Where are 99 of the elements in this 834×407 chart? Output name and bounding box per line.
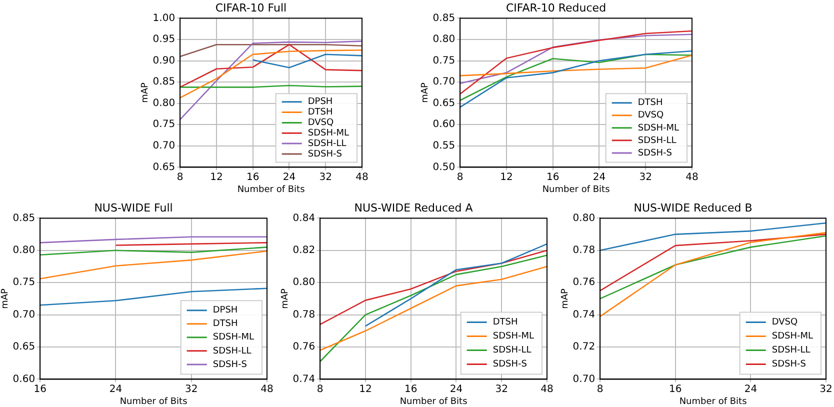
y-tick-label: 0.74 (572, 309, 596, 320)
y-axis-title: mAP (280, 288, 291, 309)
x-tick-label: 32 (495, 384, 508, 395)
y-axis-title: mAP (420, 82, 431, 103)
legend-label: DTSH (492, 318, 518, 328)
x-axis-title: Number of Bits (400, 396, 468, 407)
x-axis-title: Number of Bits (679, 396, 748, 407)
y-axis-title: mAP (560, 288, 571, 309)
y-tick-label: 0.75 (152, 119, 176, 130)
y-tick-label: 0.65 (432, 98, 456, 109)
chart-title: NUS-WIDE Reduced B (634, 201, 752, 214)
y-tick-label: 0.75 (12, 277, 36, 288)
legend-label: SDSH-S (308, 149, 342, 160)
x-tick-label: 48 (540, 384, 554, 395)
x-axis-title: Number of Bits (542, 184, 610, 195)
x-tick-label: 48 (356, 172, 368, 183)
x-tick-label: 16 (546, 172, 560, 183)
y-tick-label: 0.65 (12, 342, 36, 353)
y-tick-label: 0.85 (152, 76, 176, 88)
y-tick-label: 0.78 (292, 309, 316, 320)
y-tick-label: 1.00 (152, 12, 176, 24)
legend-label: SDSH-S (638, 148, 672, 158)
x-tick-label: 8 (176, 172, 184, 183)
y-tick-label: 0.76 (572, 277, 596, 288)
legend-label: DPSH (212, 306, 238, 316)
x-axis-title: Number of Bits (237, 184, 306, 195)
legend-label: SDSH-LL (308, 138, 346, 149)
legend-label: DVSQ (308, 118, 334, 128)
y-tick-label: 0.80 (572, 212, 596, 224)
x-tick-label: 8 (456, 172, 464, 183)
y-tick-label: 0.84 (292, 212, 316, 224)
x-tick-label: 48 (260, 384, 274, 395)
legend-label: SDSH-ML (212, 332, 254, 343)
legend-label: SDSH-ML (772, 332, 814, 342)
x-tick-label: 32 (820, 384, 832, 395)
x-tick-label: 24 (592, 172, 606, 183)
x-tick-label: 8 (316, 384, 324, 395)
y-tick-label: 0.76 (292, 342, 316, 353)
x-tick-label: 16 (34, 384, 46, 395)
x-tick-label: 24 (282, 172, 296, 183)
x-tick-label: 16 (246, 172, 260, 183)
x-tick-label: 8 (596, 384, 604, 395)
y-tick-label: 0.80 (12, 244, 36, 256)
x-tick-label: 32 (319, 172, 332, 183)
x-axis-title: Number of Bits (120, 396, 188, 407)
y-tick-label: 0.70 (432, 76, 456, 88)
y-tick-label: 0.95 (152, 34, 176, 46)
y-tick-label: 0.80 (292, 277, 316, 288)
chart-title: NUS-WIDE Full (94, 201, 173, 214)
x-tick-label: 24 (450, 384, 463, 395)
legend-label: DVSQ (772, 318, 798, 328)
y-tick-label: 0.60 (12, 374, 36, 385)
x-tick-label: 16 (404, 384, 418, 395)
y-tick-label: 0.90 (152, 55, 176, 66)
legend-label: DTSH (638, 98, 663, 108)
y-tick-label: 0.75 (432, 55, 456, 66)
y-tick-label: 0.80 (432, 34, 456, 46)
legend-label: SDSH-LL (212, 346, 252, 356)
x-tick-label: 12 (210, 172, 223, 183)
legend-label: SDSH-LL (772, 346, 810, 356)
legend-label: SDSH-S (492, 360, 528, 370)
y-tick-label: 0.60 (432, 119, 456, 130)
x-tick-label: 12 (359, 384, 372, 395)
y-tick-label: 0.78 (572, 244, 596, 256)
x-tick-label: 32 (184, 384, 198, 395)
y-tick-label: 0.55 (432, 140, 456, 152)
chart-title: CIFAR-10 Full (215, 1, 287, 14)
chart-title: CIFAR-10 Reduced (506, 1, 606, 14)
x-tick-label: 16 (669, 384, 682, 395)
y-tick-label: 0.50 (432, 162, 456, 173)
y-tick-label: 0.65 (152, 162, 176, 173)
legend-label: SDSH-LL (492, 346, 532, 356)
legend-label: DPSH (308, 97, 333, 108)
legend-label: SDSH-ML (492, 332, 534, 342)
y-tick-label: 0.70 (152, 140, 176, 152)
y-tick-label: 0.72 (572, 342, 596, 353)
x-tick-label: 24 (109, 384, 122, 395)
legend-label: SDSH-ML (308, 128, 350, 138)
legend-label: SDSH-LL (638, 136, 676, 146)
y-tick-label: 0.82 (292, 244, 316, 256)
y-tick-label: 0.70 (12, 309, 36, 320)
legend-label: SDSH-S (212, 360, 248, 370)
x-tick-label: 12 (500, 172, 513, 183)
y-tick-label: 0.70 (572, 374, 596, 385)
y-tick-label: 0.85 (432, 12, 456, 24)
x-tick-label: 24 (744, 384, 758, 395)
x-tick-label: 48 (686, 172, 698, 183)
x-tick-label: 32 (639, 172, 652, 183)
y-tick-label: 0.80 (152, 98, 176, 109)
y-tick-label: 0.74 (292, 374, 316, 385)
chart-title: NUS-WIDE Reduced A (354, 201, 474, 214)
y-axis-title: mAP (140, 82, 151, 103)
legend-label: SDSH-ML (638, 123, 680, 134)
legend-label: DTSH (308, 108, 333, 118)
y-tick-label: 0.85 (12, 212, 36, 224)
legend-label: DTSH (212, 319, 238, 330)
legend-label: SDSH-S (772, 360, 806, 370)
legend-label: DVSQ (638, 110, 664, 121)
y-axis-title: mAP (0, 288, 11, 309)
